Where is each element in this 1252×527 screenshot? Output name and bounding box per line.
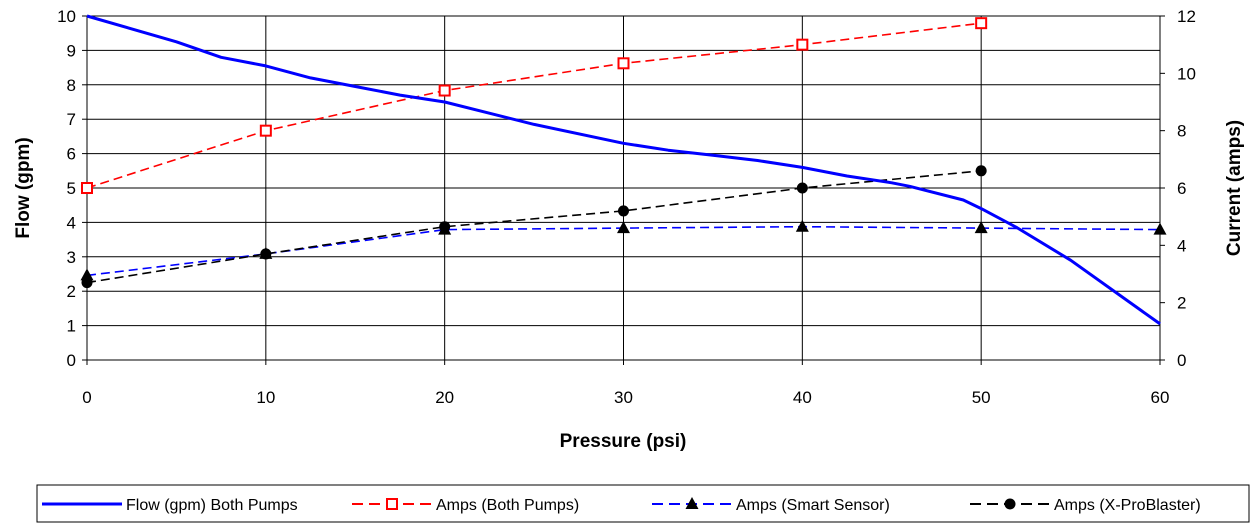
y-left-tick-label: 3 bbox=[67, 248, 76, 267]
y-left-tick-label: 4 bbox=[67, 213, 76, 232]
data-point bbox=[975, 17, 988, 30]
x-tick-label: 0 bbox=[82, 388, 91, 407]
y-axis-left-title: Flow (gpm) bbox=[13, 137, 34, 238]
y-left-tick-label: 2 bbox=[67, 282, 76, 301]
y-left-tick-label: 10 bbox=[57, 7, 76, 26]
data-point bbox=[796, 38, 809, 51]
x-tick-label: 20 bbox=[435, 388, 454, 407]
x-tick-label: 60 bbox=[1151, 388, 1170, 407]
series-amps-both-pumps bbox=[81, 17, 988, 194]
y-right-tick-label: 0 bbox=[1177, 351, 1186, 370]
data-point bbox=[81, 277, 93, 289]
x-tick-label: 50 bbox=[972, 388, 991, 407]
data-point bbox=[259, 124, 272, 137]
legend-label: Flow (gpm) Both Pumps bbox=[126, 497, 298, 514]
legend: Flow (gpm) Both Pumps Amps (Both Pumps) Am… bbox=[36, 484, 1250, 523]
series-line bbox=[86, 170, 982, 284]
y-right-tick-label: 10 bbox=[1177, 64, 1196, 83]
x-axis-title: Pressure (psi) bbox=[560, 431, 687, 452]
legend-marker bbox=[386, 498, 398, 510]
legend-marker bbox=[1004, 498, 1016, 510]
y-left-tick-label: 0 bbox=[67, 351, 76, 370]
series-flow-gpm-both-pumps bbox=[86, 14, 1161, 326]
data-point bbox=[617, 57, 630, 70]
y-right-tick-label: 2 bbox=[1177, 294, 1186, 313]
y-axis-right-title: Current (amps) bbox=[1224, 120, 1245, 256]
data-point bbox=[975, 165, 987, 177]
series-line bbox=[86, 22, 982, 189]
legend-item: Amps (X-ProBlaster) bbox=[970, 497, 1201, 514]
y-left-tick-label: 5 bbox=[67, 179, 76, 198]
legend-label: Amps (X-ProBlaster) bbox=[1054, 497, 1201, 514]
legend-item: Flow (gpm) Both Pumps bbox=[42, 497, 298, 514]
data-point bbox=[974, 221, 988, 234]
data-point bbox=[618, 205, 629, 217]
y-left-tick-label: 6 bbox=[67, 145, 76, 164]
y-right-tick-label: 6 bbox=[1177, 179, 1186, 198]
x-tick-label: 40 bbox=[793, 388, 812, 407]
y-left-tick-label: 9 bbox=[67, 41, 76, 60]
series-amps-x-problaster bbox=[81, 165, 987, 289]
y-left-tick-label: 1 bbox=[67, 317, 76, 336]
data-point bbox=[81, 182, 93, 194]
x-tick-label: 10 bbox=[256, 388, 275, 407]
data-point bbox=[795, 219, 809, 232]
y-left-tick-label: 8 bbox=[67, 76, 76, 95]
y-left-tick-label: 7 bbox=[67, 110, 76, 129]
data-point bbox=[439, 221, 451, 233]
data-point bbox=[80, 268, 94, 281]
data-point bbox=[796, 182, 808, 194]
data-point bbox=[438, 84, 451, 97]
y-right-tick-label: 12 bbox=[1177, 7, 1196, 26]
data-point bbox=[1153, 222, 1167, 235]
legend-marker bbox=[685, 497, 699, 509]
y-right-tick-label: 4 bbox=[1177, 236, 1186, 255]
data-point bbox=[260, 248, 272, 260]
y-axis-left: 0 1 2 3 4 5 6 7 8 9 10 bbox=[57, 7, 87, 370]
legend-label: Amps (Smart Sensor) bbox=[736, 497, 890, 514]
series-line bbox=[86, 14, 1161, 326]
x-tick-label: 30 bbox=[614, 388, 633, 407]
data-point bbox=[617, 221, 630, 234]
legend-label: Amps (Both Pumps) bbox=[436, 497, 579, 514]
legend-item: Amps (Both Pumps) bbox=[352, 497, 579, 514]
x-axis: 0 10 20 30 40 50 60 bbox=[82, 360, 1169, 407]
legend-item: Amps (Smart Sensor) bbox=[652, 497, 890, 514]
y-axis-right: 0 2 4 6 8 10 12 bbox=[1160, 7, 1196, 370]
series-layer bbox=[80, 14, 1167, 326]
y-right-tick-label: 8 bbox=[1177, 122, 1186, 141]
